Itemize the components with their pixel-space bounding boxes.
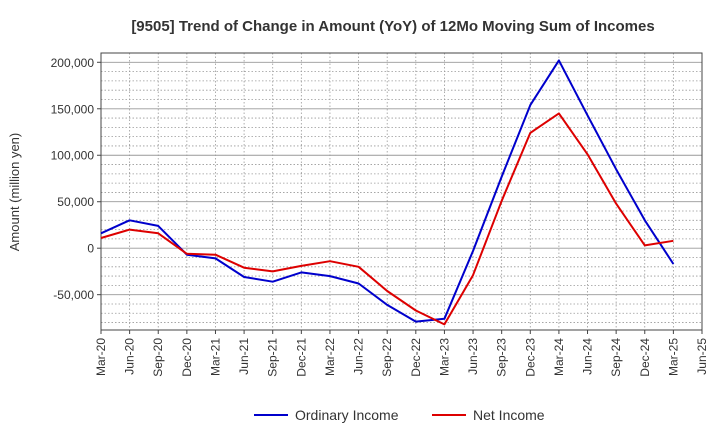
x-tick-label: Jun-22 [352,338,366,375]
x-tick-label: Mar-25 [666,338,680,376]
y-tick-label: 0 [87,242,94,256]
x-tick-label: Dec-24 [638,338,652,377]
x-tick-label: Jun-21 [237,338,251,375]
x-tick-label: Dec-22 [409,338,423,377]
y-axis-label: Amount (million yen) [7,133,22,252]
axes-layer [100,52,703,331]
x-tick-label: Jun-23 [466,338,480,375]
x-tick-label: Jun-20 [123,338,137,375]
series-layer [100,59,675,326]
x-tick-label: Sep-22 [380,338,394,377]
y-tick-label: -50,000 [53,288,94,302]
grid-layer [100,53,703,330]
x-tick-label: Dec-21 [294,338,308,377]
x-tick-label: Sep-23 [495,338,509,377]
x-tick-label: Dec-20 [180,338,194,377]
plot-frame [100,52,703,331]
x-tick-label: Jun-25 [695,338,709,375]
chart-title: [9505] Trend of Change in Amount (YoY) o… [131,18,654,35]
x-tick-label: Mar-24 [552,338,566,376]
x-tick-label: Sep-24 [609,338,623,377]
x-tick-label: Mar-20 [94,338,108,376]
series-line-0 [100,59,675,323]
ticks-layer: -50,000 0 50,000 100,000 150,000 200,000 Mar-2… [51,56,709,377]
y-tick-label: 200,000 [51,56,95,70]
x-tick-label: Mar-21 [208,338,222,376]
x-tick-label: Sep-21 [266,338,280,377]
y-tick-label: 150,000 [51,102,95,116]
y-tick-label: 50,000 [57,195,94,209]
legend-label-0: Ordinary Income [295,407,399,423]
x-tick-label: Mar-22 [323,338,337,376]
x-tick-label: Sep-20 [151,338,165,377]
y-tick-label: 100,000 [51,149,95,163]
legend: Ordinary Income Net Income [254,407,545,423]
x-tick-label: Jun-24 [581,338,595,375]
legend-label-1: Net Income [473,407,545,423]
x-tick-label: Mar-23 [437,338,451,376]
series-line-1 [100,112,674,326]
x-tick-label: Dec-23 [523,338,537,377]
